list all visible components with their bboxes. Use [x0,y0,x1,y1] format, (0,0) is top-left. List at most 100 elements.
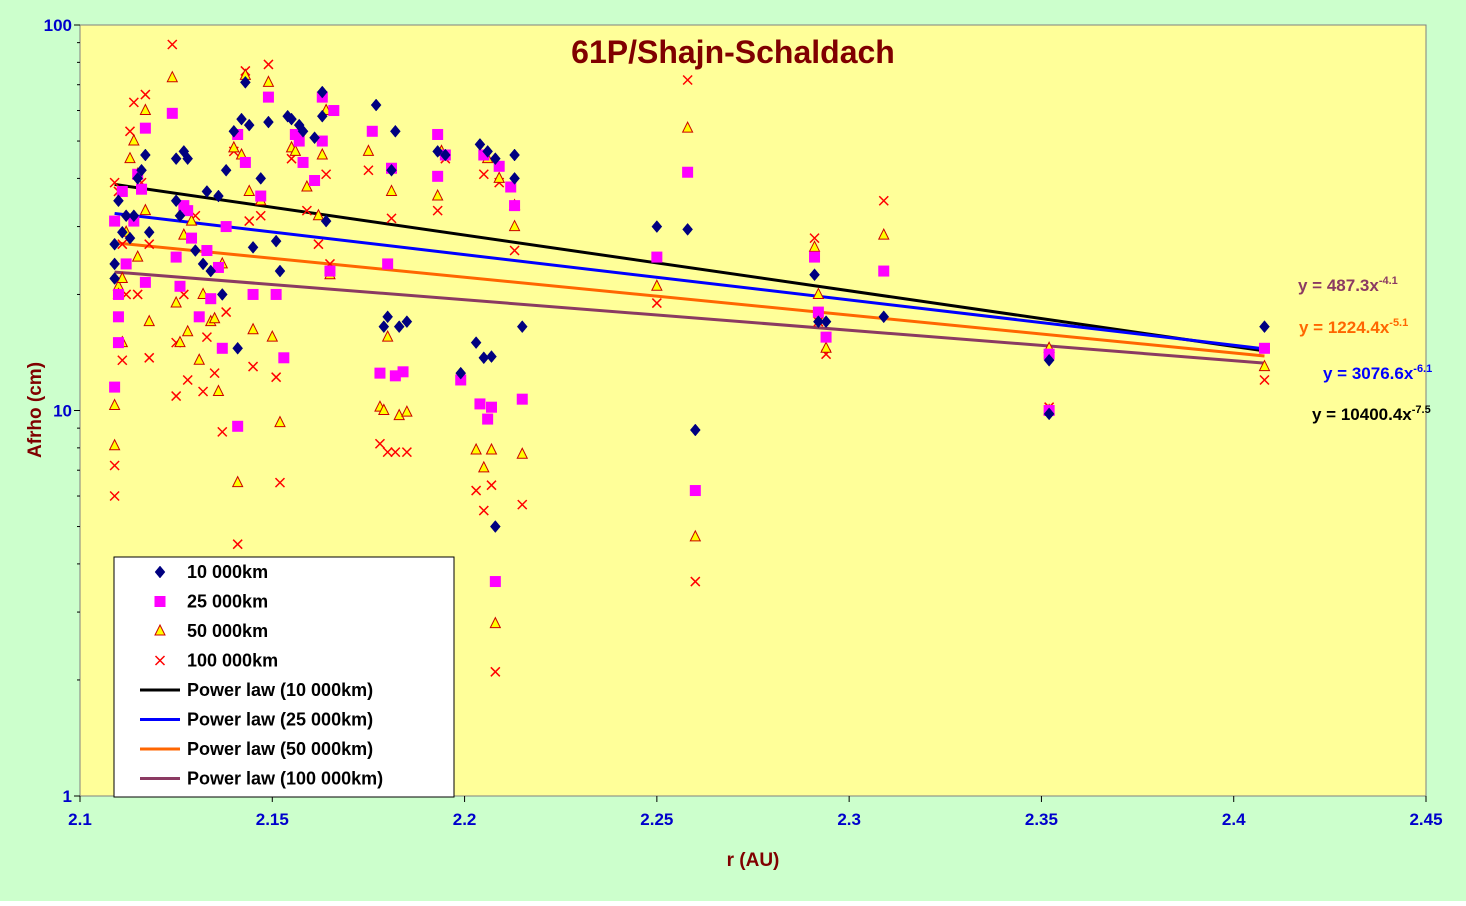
y-tick-label: 1 [63,787,72,806]
legend-label: Power law (50 000km) [187,739,373,759]
data-point [132,289,143,300]
equation-10000km-exponent: -7.5 [1412,404,1431,416]
data-point [109,237,120,251]
data-point [228,140,240,153]
data-point [397,366,409,378]
data-point [124,151,136,164]
data-point [370,98,382,112]
data-point [877,228,890,240]
x-tick-label: 2.3 [837,810,861,829]
data-point [208,311,221,324]
data-point [809,268,820,282]
x-axis: 2.1 2.15 2.2 2.25 2.3 2.35 2.4 2.45 [68,796,1443,829]
data-point [431,188,444,201]
data-point [366,125,378,137]
data-point [651,298,662,309]
data-point [266,330,279,342]
data-point [682,74,693,86]
legend-box [113,556,455,798]
data-point [293,135,305,147]
data-point [274,415,286,428]
equation-10000km-base: y = 10400.4x [1312,405,1412,424]
data-point [1258,359,1271,372]
data-point [139,103,152,116]
data-point [878,265,890,277]
data-point [128,97,139,108]
x-tick-label: 2.45 [1409,810,1442,829]
y-tick-label: 10 [53,402,72,421]
data-point [493,171,505,183]
data-point [232,128,244,140]
data-point [220,163,232,177]
y-axis-title: Afrho (cm) [25,362,46,458]
data-point [247,322,259,335]
equation-25000km: y = 3076.6x-6.1 [1323,363,1432,383]
data-point [139,122,151,134]
data-point [174,335,186,348]
data-point [378,320,390,334]
data-point [482,145,493,158]
data-point [320,214,332,228]
legend-marker [154,655,166,666]
data-point [140,89,151,100]
data-point [117,239,128,250]
data-point [240,75,251,89]
data-point [255,190,267,202]
data-point [166,107,178,119]
x-tick-label: 2.1 [68,810,92,829]
data-point [170,295,182,308]
data-point [236,112,247,126]
data-point [181,324,194,337]
data-point [381,330,394,342]
fit-line [114,270,1265,365]
data-point [393,320,405,334]
data-point [144,352,155,363]
data-point [255,172,267,185]
data-point [509,200,521,212]
data-point [316,85,328,99]
data-point [124,126,136,137]
data-point [232,341,243,355]
data-point [382,310,393,324]
legend-label: Power law (100 000km) [187,769,383,789]
x-tick-label: 2.15 [256,810,289,829]
data-point [390,124,401,138]
data-point [316,135,328,147]
equation-50000km-exponent: -5.1 [1389,317,1408,329]
data-point [109,381,121,393]
data-point [239,156,251,168]
data-point [109,460,120,471]
data-point [505,181,517,193]
data-point [171,391,182,402]
data-point [509,245,520,256]
data-point [243,184,256,196]
data-point [286,112,297,126]
data-point [482,413,494,425]
legend-label: Power law (10 000km) [187,680,373,700]
data-point [255,210,266,221]
data-point [116,271,129,283]
data-point [109,177,120,188]
data-point [682,166,694,178]
data-point [516,447,529,459]
data-point [139,203,152,216]
data-point [432,145,443,158]
data-point [136,183,148,195]
data-point [474,138,486,151]
data-point [186,232,198,244]
legend-label: 10 000km [187,562,268,582]
data-point [112,337,124,349]
data-point [247,288,259,300]
fit-line [114,211,1265,351]
data-point [212,261,224,273]
equation-50000km-base: y = 1224.4x [1299,318,1390,337]
data-point [812,287,825,299]
data-point [309,175,321,187]
equation-100000km-base: y = 487.3x [1298,276,1379,295]
data-point [205,264,217,278]
data-point [140,148,151,162]
data-point [109,272,120,285]
data-point [374,438,385,449]
x-axis-title: r (AU) [727,850,780,871]
data-point [213,189,224,203]
